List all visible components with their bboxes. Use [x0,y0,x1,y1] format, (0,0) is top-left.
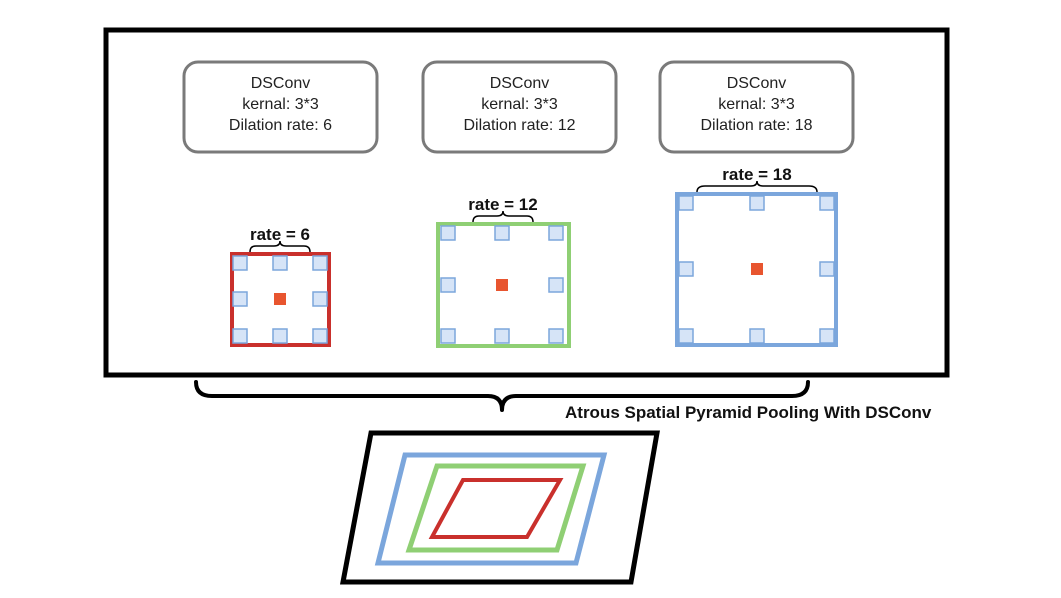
dsconv-box-2-dilation: Dilation rate: 12 [463,117,575,134]
kernel-6-sample [312,328,328,344]
feature-map-green [405,463,587,553]
kernel-18-center [751,263,763,275]
dsconv-box-2-kernel: kernal: 3*3 [481,96,558,113]
kernel-grid-12 [436,222,571,348]
kernel-12-sample [440,277,456,293]
rate-brace-6 [249,240,311,253]
kernel-grid-18 [675,192,838,347]
dsconv-box-2: DSConv kernal: 3*3 Dilation rate: 12 [421,60,618,154]
kernel-6-sample [272,328,288,344]
outer-frame [103,27,950,378]
rate-brace-12 [472,210,534,223]
kernel-6-sample [232,255,248,271]
kernel-6-border [230,252,331,347]
kernel-18-sample [678,328,694,344]
aspp-brace [194,380,810,412]
kernel-18-sample [819,328,835,344]
kernel-18-sample [749,328,765,344]
rate-brace-18 [696,180,818,193]
kernel-18-sample [678,261,694,277]
dsconv-box-1-kernel: kernal: 3*3 [242,96,319,113]
kernel-6-sample [312,255,328,271]
rate-label-12: rate = 12 [468,195,537,214]
kernel-18-border [675,192,838,347]
kernel-18-sample [678,195,694,211]
kernel-grid-6 [230,252,331,347]
kernel-18-sample [819,195,835,211]
dsconv-box-2-title: DSConv [490,75,550,92]
kernel-12-sample [494,225,510,241]
kernel-12-sample [494,328,510,344]
feature-map-red [428,478,564,539]
kernel-18-sample [819,261,835,277]
kernel-12-border [436,222,571,348]
dsconv-box-2-border [421,60,618,154]
kernel-12-sample [548,225,564,241]
dsconv-box-3-kernel: kernal: 3*3 [718,96,795,113]
kernel-6-center [274,293,286,305]
kernel-6-sample [312,291,328,307]
dsconv-box-1-title: DSConv [251,75,311,92]
kernel-12-sample [548,328,564,344]
dsconv-box-1-dilation: Dilation rate: 6 [229,117,332,134]
kernel-12-sample [440,225,456,241]
rate-label-18: rate = 18 [722,165,791,184]
kernel-6-sample [272,255,288,271]
dsconv-box-1: DSConv kernal: 3*3 Dilation rate: 6 [182,60,379,154]
dsconv-box-3-title: DSConv [727,75,787,92]
dsconv-box-3: DSConv kernal: 3*3 Dilation rate: 18 [658,60,855,154]
aspp-caption: Atrous Spatial Pyramid Pooling With DSCo… [565,403,932,422]
feature-map [339,430,660,585]
rate-label-6: rate = 6 [250,225,310,244]
kernel-6-sample [232,291,248,307]
dsconv-box-1-border [182,60,379,154]
feature-map-blue [374,452,608,566]
kernel-18-sample [749,195,765,211]
kernel-12-center [496,279,508,291]
kernel-12-sample [440,328,456,344]
dsconv-box-3-border [658,60,855,154]
kernel-12-sample [548,277,564,293]
kernel-6-sample [232,328,248,344]
dsconv-box-3-dilation: Dilation rate: 18 [700,117,812,134]
